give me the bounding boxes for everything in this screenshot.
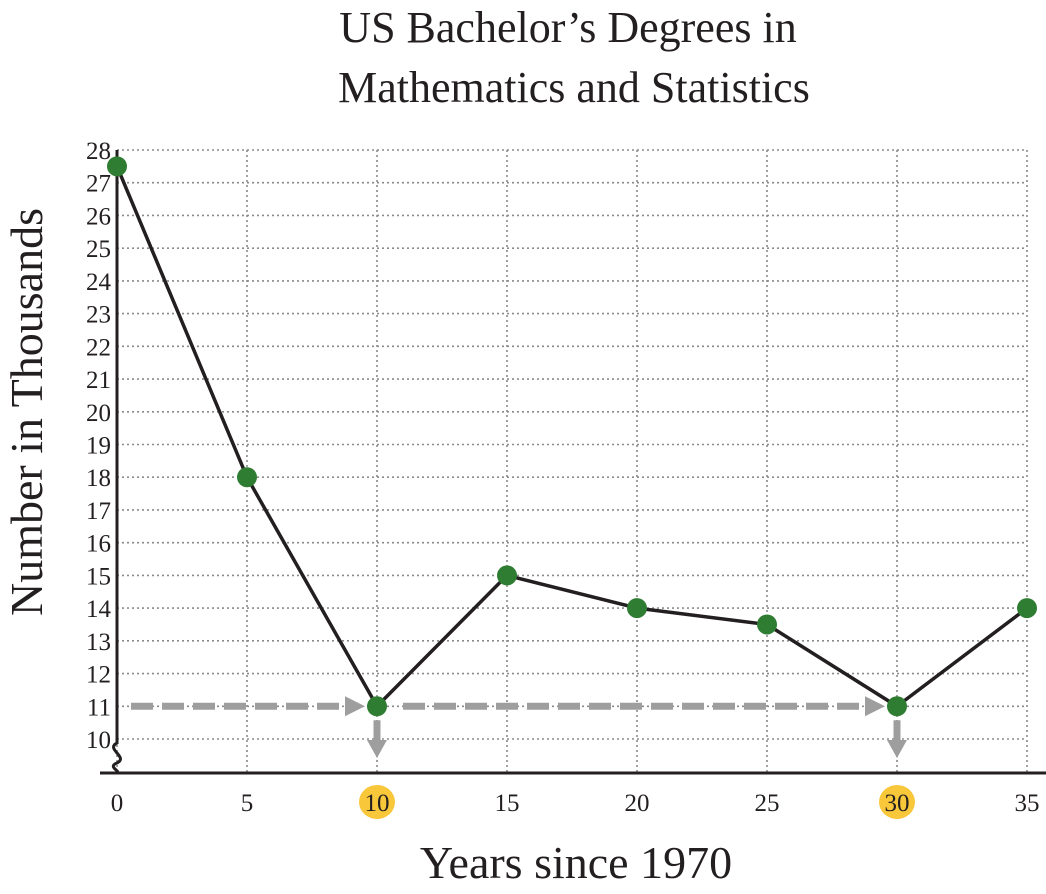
highlight-x-30 [879, 785, 915, 819]
data-point-35 [1017, 598, 1037, 619]
x-tick-label-5: 5 [241, 790, 254, 817]
y-tick-label-21: 21 [86, 367, 111, 394]
y-tick-label-13: 13 [86, 629, 111, 656]
data-point-20 [627, 598, 647, 619]
data-point-25 [757, 614, 777, 635]
y-tick-label-12: 12 [86, 662, 111, 689]
y-tick-labels: 10 11 12 13 14 15 16 17 18 19 20 21 22 23 24 25 26 27 28 [86, 138, 112, 754]
y-tick-label-18: 18 [86, 465, 111, 492]
guide-arrowhead-a [345, 696, 365, 717]
chart-title-line-2: Mathematics and Statistics [338, 63, 810, 112]
chart-title-line-1: US Bachelor’s Degrees in [339, 3, 796, 52]
guide-drop-head-1 [887, 740, 907, 758]
axes [100, 150, 1046, 775]
tick-highlights [359, 785, 915, 819]
y-axis-line [111, 150, 122, 775]
data-point-10 [367, 696, 387, 717]
y-tick-label-17: 17 [86, 498, 111, 525]
series-line [115, 165, 1029, 709]
y-tick-label-10: 10 [86, 727, 111, 754]
data-point-5 [237, 467, 257, 488]
y-tick-label-28: 28 [86, 138, 111, 165]
grid [116, 149, 1028, 773]
data-point-0 [107, 156, 127, 177]
guide-arrows [131, 696, 907, 758]
x-tick-label-15: 15 [495, 790, 520, 817]
y-tick-label-27: 27 [86, 171, 111, 198]
x-tick-label-20: 20 [625, 790, 650, 817]
y-tick-label-24: 24 [86, 269, 112, 296]
y-tick-label-16: 16 [86, 531, 111, 558]
y-tick-label-11: 11 [87, 694, 111, 721]
y-tick-label-25: 25 [86, 236, 111, 263]
y-tick-label-23: 23 [86, 302, 111, 329]
x-tick-label-35: 35 [1015, 790, 1040, 817]
x-tick-label-30: 30 [885, 790, 910, 817]
highlight-x-10 [359, 785, 395, 819]
y-tick-label-20: 20 [86, 400, 111, 427]
data-point-15 [497, 565, 517, 586]
guide-drop-head-0 [367, 740, 387, 758]
guide-arrowhead-b [865, 696, 885, 717]
y-tick-label-19: 19 [86, 433, 111, 460]
y-tick-label-22: 22 [86, 334, 111, 361]
x-tick-labels: 0 5 10 15 20 25 30 35 [111, 790, 1040, 817]
y-tick-label-26: 26 [86, 203, 111, 230]
y-tick-label-15: 15 [86, 563, 111, 590]
x-tick-label-0: 0 [111, 790, 124, 817]
y-axis-label: Number in Thousands [1, 208, 52, 616]
x-tick-label-10: 10 [365, 790, 390, 817]
y-tick-label-14: 14 [86, 596, 112, 623]
x-axis-label: Years since 1970 [420, 837, 732, 888]
x-tick-label-25: 25 [755, 790, 780, 817]
data-point-30 [887, 696, 907, 717]
data-series [107, 156, 1037, 717]
